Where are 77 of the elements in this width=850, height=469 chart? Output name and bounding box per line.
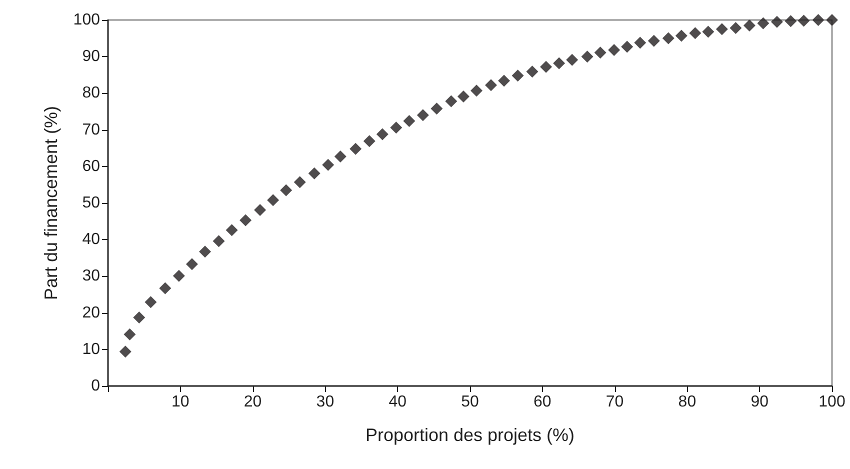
y-tick-label: 10 xyxy=(82,340,100,358)
y-tick-label: 100 xyxy=(73,12,100,28)
point xyxy=(390,122,402,134)
point xyxy=(186,258,198,270)
point xyxy=(621,40,634,53)
y-axis-title: Part du financement (%) xyxy=(41,106,61,300)
point xyxy=(280,184,292,196)
point xyxy=(254,204,266,216)
point xyxy=(144,296,157,308)
point xyxy=(716,23,728,36)
point xyxy=(403,115,416,128)
point xyxy=(757,17,770,30)
point xyxy=(376,128,388,140)
point xyxy=(675,30,688,42)
x-tick-label: 30 xyxy=(316,394,334,410)
point xyxy=(812,14,824,26)
point xyxy=(553,57,566,70)
x-tick-label: 20 xyxy=(244,394,262,410)
point xyxy=(212,235,225,248)
point xyxy=(416,109,429,122)
point xyxy=(540,60,552,73)
point xyxy=(662,32,674,44)
x-tick-label: 40 xyxy=(388,394,407,410)
point xyxy=(267,194,280,206)
x-tick-label: 70 xyxy=(606,394,624,410)
y-tick-label: 0 xyxy=(91,378,100,394)
point xyxy=(784,15,797,28)
y-tick-label: 50 xyxy=(82,194,100,212)
point xyxy=(770,16,783,28)
point xyxy=(484,79,497,92)
point xyxy=(634,36,646,49)
x-tick-label: 50 xyxy=(461,394,479,410)
y-tick-label: 80 xyxy=(82,84,100,102)
point xyxy=(124,328,136,340)
point xyxy=(826,14,838,26)
point xyxy=(199,246,212,258)
point xyxy=(430,102,443,115)
point xyxy=(689,27,702,40)
point xyxy=(566,54,578,66)
point xyxy=(498,74,510,87)
x-tick-label: 60 xyxy=(534,394,552,410)
point xyxy=(457,90,470,102)
y-tick-label: 30 xyxy=(82,268,100,285)
point xyxy=(133,312,146,324)
y-tick-label: 60 xyxy=(82,158,100,175)
point xyxy=(363,135,376,148)
y-tick-label: 90 xyxy=(82,48,100,66)
x-tick-label: 80 xyxy=(678,394,696,410)
point xyxy=(798,14,810,27)
point xyxy=(334,150,346,163)
point xyxy=(594,46,606,59)
y-tick-label: 20 xyxy=(82,304,100,322)
point xyxy=(445,95,458,108)
point xyxy=(322,158,334,171)
point xyxy=(730,22,742,34)
point xyxy=(308,167,320,180)
point xyxy=(350,142,362,155)
point xyxy=(159,282,172,294)
point xyxy=(470,84,483,97)
point xyxy=(608,44,620,56)
point xyxy=(240,214,252,226)
point xyxy=(226,224,238,236)
point xyxy=(172,270,185,282)
point xyxy=(294,176,306,188)
x-axis-title: Proportion des projets (%) xyxy=(365,425,575,445)
point xyxy=(648,34,660,47)
y-tick-label: 40 xyxy=(82,231,100,248)
x-tick-label: 90 xyxy=(750,394,769,410)
point xyxy=(581,50,594,63)
point xyxy=(702,26,714,38)
x-tick-label: 10 xyxy=(172,394,190,410)
x-tick-label: 100 xyxy=(818,394,846,410)
point xyxy=(119,346,132,358)
y-tick-label: 70 xyxy=(82,121,100,138)
point xyxy=(743,19,756,32)
point xyxy=(526,66,538,78)
point xyxy=(512,70,524,82)
